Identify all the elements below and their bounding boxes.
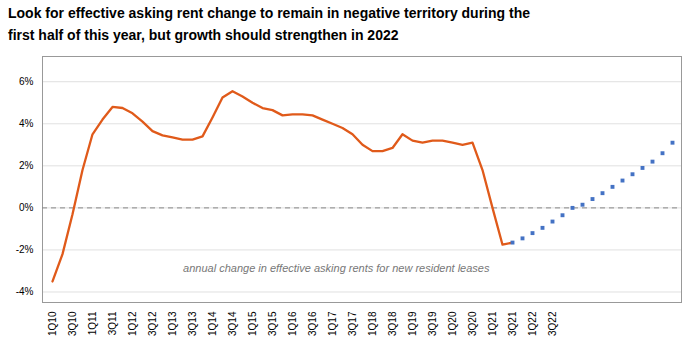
svg-text:3Q11: 3Q11 [107, 311, 118, 335]
svg-text:-2%: -2% [16, 244, 34, 255]
svg-text:1Q17: 1Q17 [327, 311, 338, 336]
svg-text:1Q16: 1Q16 [287, 311, 298, 336]
svg-text:6%: 6% [19, 76, 34, 87]
svg-text:3Q12: 3Q12 [147, 311, 158, 336]
svg-text:1Q21: 1Q21 [487, 311, 498, 336]
html-text:first half of this year, but g: first half of this year, but growth shou… [8, 27, 399, 43]
svg-text:3Q16: 3Q16 [307, 311, 318, 336]
svg-text:3Q20: 3Q20 [467, 311, 478, 336]
svg-text:3Q17: 3Q17 [347, 311, 358, 336]
svg-text:1Q18: 1Q18 [367, 311, 378, 336]
svg-text:1Q22: 1Q22 [527, 311, 538, 336]
svg-text:0%: 0% [19, 202, 34, 213]
svg-text:3Q19: 3Q19 [427, 311, 438, 336]
svg-text:3Q18: 3Q18 [387, 311, 398, 336]
svg-text:3Q15: 3Q15 [267, 311, 278, 336]
svg-text:1Q10: 1Q10 [47, 311, 58, 336]
svg-text:1Q14: 1Q14 [207, 311, 218, 336]
svg-text:2%: 2% [19, 160, 34, 171]
svg-text:1Q15: 1Q15 [247, 311, 258, 336]
svg-text:3Q21: 3Q21 [507, 311, 518, 336]
html-text:Look for effective asking rent: Look for effective asking rent change to… [8, 5, 530, 21]
svg-text:1Q20: 1Q20 [447, 311, 458, 336]
svg-text:1Q19: 1Q19 [407, 311, 418, 336]
svg-text:3Q13: 3Q13 [187, 311, 198, 336]
svg-text:annual change in effective ask: annual change in effective asking rents … [183, 262, 490, 274]
svg-text:3Q14: 3Q14 [227, 311, 238, 336]
svg-text:1Q12: 1Q12 [127, 311, 138, 336]
svg-text:3Q10: 3Q10 [67, 311, 78, 336]
svg-text:1Q13: 1Q13 [167, 311, 178, 336]
svg-text:1Q11: 1Q11 [87, 311, 98, 335]
svg-text:3Q22: 3Q22 [547, 311, 558, 336]
svg-text:-4%: -4% [16, 286, 34, 297]
svg-text:4%: 4% [19, 118, 34, 129]
